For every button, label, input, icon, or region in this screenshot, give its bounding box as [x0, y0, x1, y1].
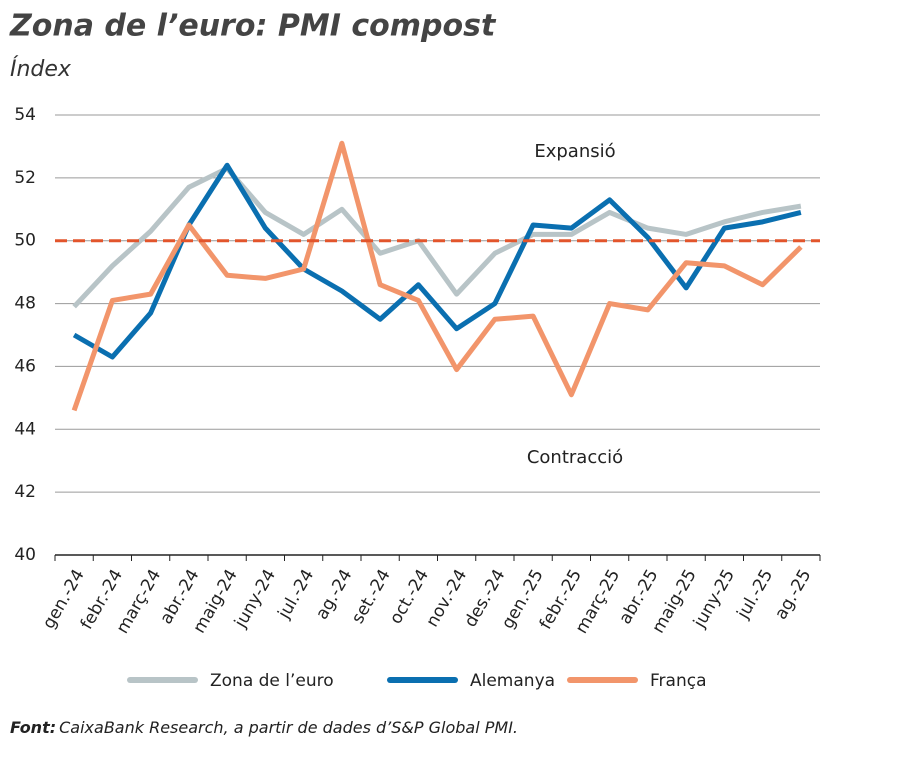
- chart-title: Zona de l’euro: PMI compost: [9, 9, 497, 44]
- series-line: [71, 140, 803, 412]
- y-tick-label: 44: [14, 419, 36, 439]
- x-tick-label: jul.-24: [274, 566, 319, 623]
- y-tick-label: 50: [14, 231, 36, 251]
- y-tick-label: 52: [14, 168, 36, 188]
- y-tick-label: 48: [14, 294, 36, 314]
- y-tick-label: 42: [14, 482, 36, 502]
- y-tick-label: 54: [14, 105, 36, 125]
- series-line: [72, 165, 802, 309]
- chart-subtitle: Índex: [10, 56, 72, 82]
- legend-label: Alemanya: [470, 671, 555, 691]
- source: Font: CaixaBank Research, a partir de dad…: [10, 718, 518, 737]
- series-line: [72, 162, 802, 360]
- legend-label: Zona de l’euro: [210, 671, 334, 691]
- annotation: Expansió: [534, 141, 615, 162]
- legend-label: França: [650, 671, 707, 691]
- x-tick-label: jul.-25: [733, 566, 778, 623]
- source-label: Font:: [10, 718, 56, 737]
- y-tick-label: 40: [14, 545, 36, 565]
- annotation: Contracció: [527, 447, 623, 468]
- x-tick-label: ag.-25: [771, 566, 816, 623]
- source-text: CaixaBank Research, a partir de dades d’…: [59, 718, 518, 737]
- y-tick-label: 46: [14, 356, 36, 376]
